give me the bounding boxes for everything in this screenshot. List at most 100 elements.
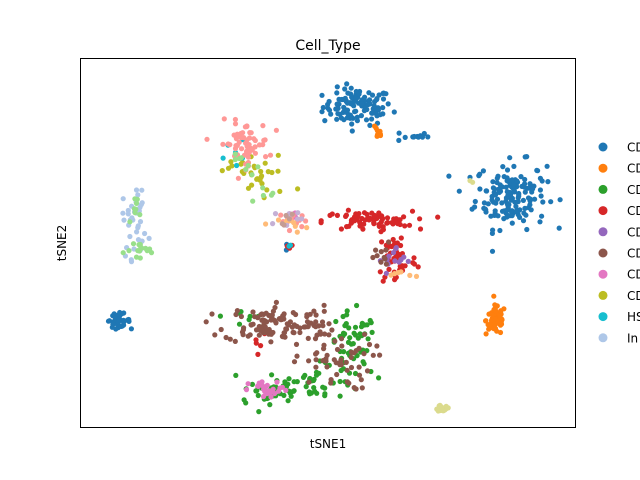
- data-point: [139, 187, 145, 193]
- data-point: [260, 393, 267, 400]
- data-point: [228, 159, 234, 165]
- data-point: [369, 92, 376, 98]
- data-point: [321, 308, 327, 314]
- data-point: [137, 219, 144, 225]
- data-point: [281, 222, 287, 228]
- data-point: [371, 221, 377, 227]
- data-point: [272, 390, 278, 397]
- data-point: [538, 193, 544, 199]
- data-point: [417, 216, 423, 222]
- data-point: [132, 196, 138, 202]
- data-point: [321, 302, 327, 308]
- data-point: [407, 272, 413, 278]
- data-point: [338, 115, 344, 121]
- data-point: [364, 368, 371, 374]
- data-point: [393, 245, 399, 251]
- data-point: [270, 221, 276, 227]
- data-point: [231, 132, 237, 138]
- data-point: [520, 197, 527, 203]
- data-point: [285, 322, 292, 328]
- data-point: [540, 199, 546, 205]
- data-point: [402, 223, 408, 229]
- data-point: [217, 313, 223, 319]
- data-point: [514, 178, 520, 184]
- data-point: [232, 145, 239, 152]
- data-point: [413, 273, 420, 279]
- data-point: [273, 299, 279, 305]
- data-point: [303, 218, 309, 224]
- data-point: [267, 152, 274, 158]
- data-point: [133, 206, 139, 212]
- data-point: [322, 331, 328, 337]
- data-point: [334, 90, 340, 96]
- data-point: [410, 260, 416, 266]
- data-point: [110, 321, 116, 327]
- data-point: [286, 227, 293, 234]
- data-point: [395, 270, 401, 276]
- data-point: [530, 186, 536, 192]
- data-point: [334, 212, 340, 218]
- data-point: [527, 181, 533, 187]
- data-point: [255, 392, 261, 399]
- data-point: [482, 206, 488, 212]
- data-point: [344, 379, 350, 385]
- data-point: [340, 313, 346, 320]
- legend-marker-0: [598, 142, 608, 152]
- data-point: [223, 334, 229, 341]
- data-point: [467, 178, 473, 184]
- data-point: [286, 216, 292, 222]
- data-point: [255, 351, 261, 357]
- legend-marker-6: [598, 269, 608, 279]
- data-point: [401, 214, 407, 220]
- data-point: [524, 226, 530, 233]
- data-point: [234, 308, 240, 314]
- data-point: [239, 146, 245, 152]
- data-point: [490, 312, 496, 318]
- data-point: [378, 249, 384, 255]
- data-point: [370, 352, 376, 358]
- data-point: [277, 316, 283, 322]
- data-point: [342, 86, 348, 92]
- data-point: [367, 101, 373, 107]
- data-point: [380, 105, 386, 111]
- data-point: [359, 385, 365, 391]
- data-point: [524, 154, 530, 160]
- data-point: [405, 258, 411, 264]
- data-point: [120, 250, 126, 256]
- data-point: [127, 233, 133, 240]
- data-point: [390, 250, 397, 256]
- data-point: [361, 351, 367, 357]
- data-point: [557, 197, 563, 203]
- data-point: [389, 220, 395, 226]
- data-point: [495, 213, 501, 219]
- data-point: [520, 218, 527, 224]
- data-point: [260, 123, 266, 129]
- data-point: [246, 135, 253, 141]
- data-point: [262, 388, 269, 394]
- legend-label-4: CD: [627, 225, 640, 239]
- data-point: [262, 324, 268, 330]
- data-point: [334, 101, 340, 107]
- data-point: [303, 384, 309, 390]
- data-point: [256, 409, 262, 415]
- data-point: [253, 388, 259, 394]
- legend-marker-8: [598, 312, 608, 322]
- data-point: [501, 306, 507, 312]
- data-point: [539, 213, 545, 219]
- data-point: [485, 201, 491, 207]
- data-point: [353, 108, 359, 114]
- data-point: [257, 177, 263, 183]
- legend-label-8: HS: [627, 310, 640, 324]
- data-point: [495, 318, 502, 324]
- data-point: [248, 322, 254, 328]
- data-point: [349, 121, 355, 127]
- data-point: [275, 152, 281, 158]
- data-point: [289, 211, 295, 217]
- data-point: [245, 381, 251, 387]
- data-point: [263, 154, 269, 160]
- data-point: [249, 172, 255, 178]
- data-point: [270, 308, 276, 314]
- data-point: [318, 220, 324, 226]
- data-point: [293, 341, 300, 347]
- data-point: [359, 101, 365, 107]
